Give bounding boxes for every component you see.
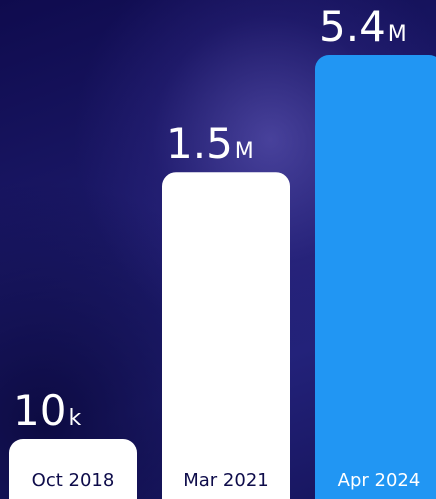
value-unit: M xyxy=(388,22,407,47)
value-number: 10 xyxy=(13,386,66,435)
category-label: Mar 2021 xyxy=(183,470,269,491)
category-label: Oct 2018 xyxy=(32,470,115,491)
bar-group: Apr 2024 5.4M xyxy=(315,2,436,499)
value-label: 10k xyxy=(13,386,81,435)
bar xyxy=(9,439,137,499)
value-unit: k xyxy=(68,406,81,431)
value-unit: M xyxy=(235,139,254,164)
bar xyxy=(162,172,290,499)
bar-group: Oct 2018 10k xyxy=(9,386,137,499)
value-number: 1.5 xyxy=(166,119,233,168)
bar xyxy=(315,55,436,499)
category-label: Apr 2024 xyxy=(338,470,421,491)
value-number: 5.4 xyxy=(319,2,386,51)
value-label: 5.4M xyxy=(319,2,407,51)
bar-group: Mar 2021 1.5M xyxy=(162,119,290,499)
value-label: 1.5M xyxy=(166,119,254,168)
